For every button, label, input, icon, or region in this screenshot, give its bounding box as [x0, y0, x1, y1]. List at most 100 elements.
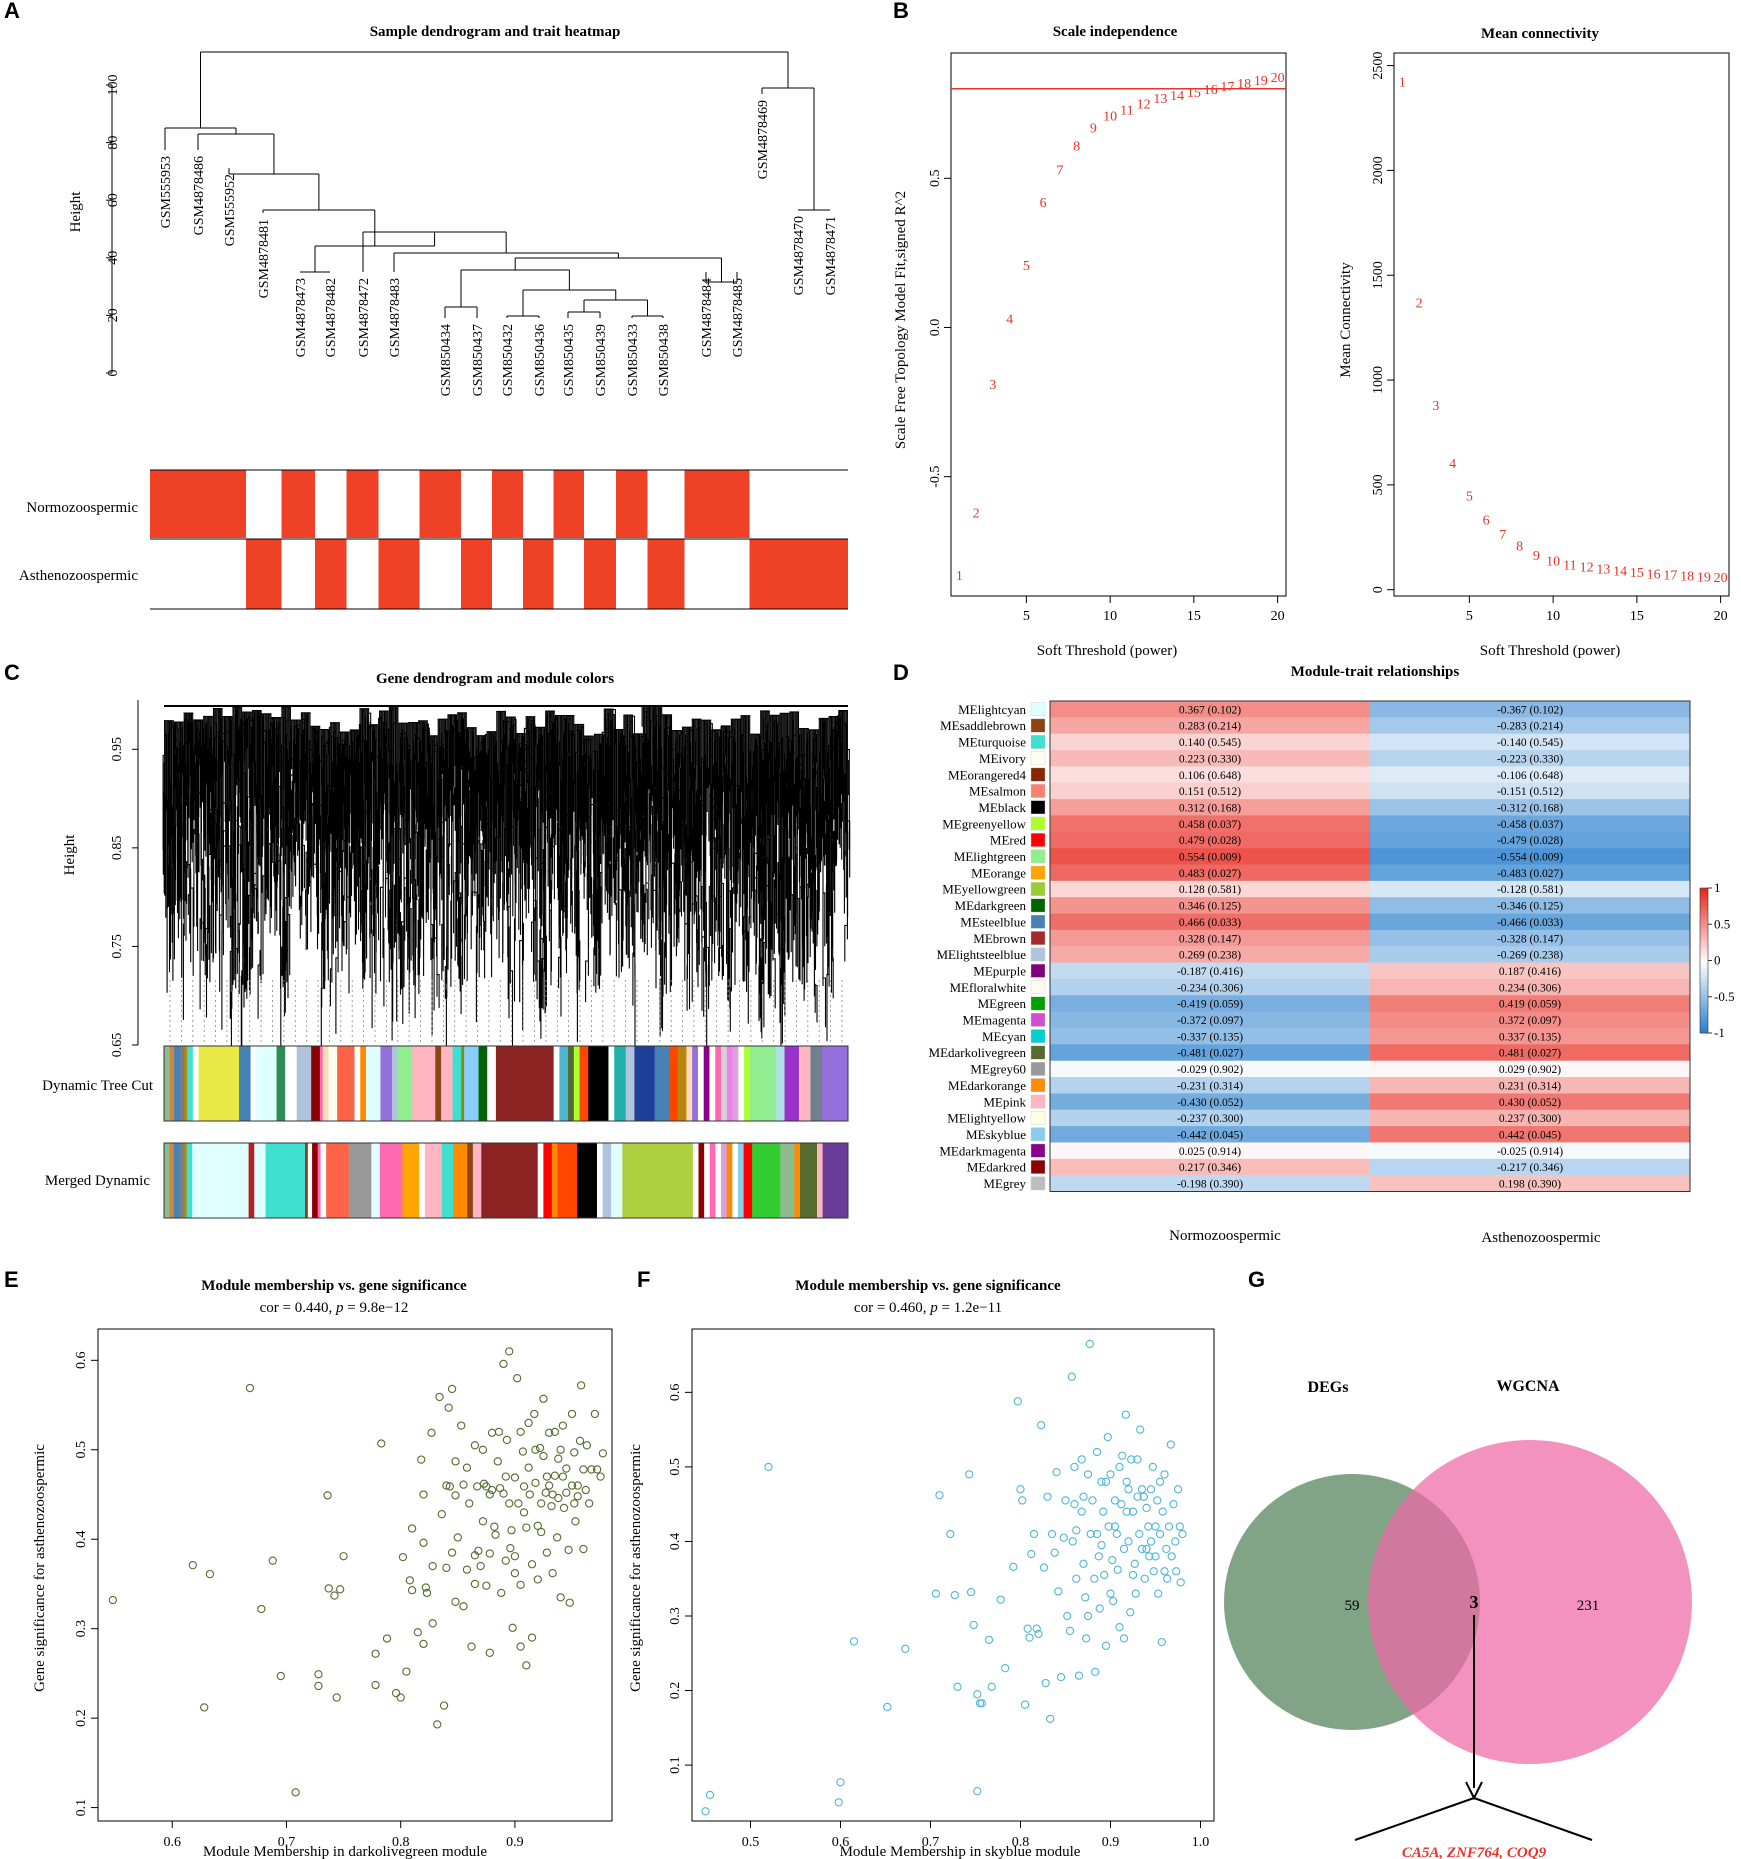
- scatter-ytick-label: 0.5: [668, 1458, 683, 1476]
- scatter-point: [485, 1549, 494, 1558]
- module-swatch-MEsaddlebrown: [1030, 718, 1046, 733]
- scatter-xtick-label: 0.6: [163, 1835, 181, 1850]
- module-color-segment: [721, 1046, 728, 1121]
- sample-label-GSM555952: GSM555952: [223, 174, 238, 246]
- scatter-point: [470, 1579, 480, 1589]
- venn-label-wgcna: WGCNA: [1496, 1378, 1560, 1395]
- heatmap-cell-MEred-1: [1370, 831, 1690, 849]
- heatmap-cell-normozoospermic: [419, 470, 461, 538]
- scatter-point: [530, 1409, 539, 1419]
- power-point-19: 19: [1254, 74, 1268, 89]
- heatmap-value-MEdarkorange-0: -0.231 (0.314): [1177, 1080, 1243, 1092]
- scatter-point: [1029, 1529, 1039, 1539]
- scatter-point: [946, 1529, 955, 1539]
- module-color-segment: [543, 1143, 553, 1218]
- heatmap-cell-MEpink-0: [1050, 1093, 1370, 1111]
- scatter-point: [1122, 1507, 1131, 1516]
- legend-gradient-step: [1700, 971, 1708, 976]
- module-color-segment: [715, 1143, 722, 1218]
- module-swatch-MEgrey: [1030, 1176, 1046, 1191]
- scatter-point: [205, 1569, 215, 1579]
- heatmap-value-MElightyellow-1: 0.237 (0.300): [1499, 1113, 1561, 1125]
- panel-e: E Module membership vs. gene significanc…: [4, 1267, 613, 1859]
- scatter-ytick-label: 0.6: [668, 1384, 683, 1402]
- module-color-segment: [622, 1143, 694, 1218]
- scatter-point: [935, 1491, 944, 1500]
- heatmap-cell-MEsaddlebrown-1: [1370, 717, 1690, 734]
- heatmap-cell-normozoospermic: [684, 470, 722, 538]
- panel-e-p-symbol: p: [335, 1300, 344, 1316]
- module-trait-heatmap: MElightcyan 0.367 (0.102) -0.367 (0.102) ME…: [929, 700, 1691, 1192]
- scatter-point: [493, 1457, 502, 1466]
- heatmap-cell-normozoospermic: [346, 470, 379, 538]
- heatmap-cell-MEskyblue-0: [1050, 1126, 1370, 1143]
- module-name-MEdarkmagenta: MEdarkmagenta: [939, 1143, 1026, 1158]
- module-swatch-MEgreenyellow: [1030, 816, 1046, 831]
- scatter-point: [567, 1409, 577, 1419]
- module-color-segment: [461, 1046, 465, 1121]
- scatter-point: [1097, 1477, 1106, 1486]
- heatmap-cell-MEdarkred-0: [1050, 1158, 1370, 1176]
- sample-label-GSM850432: GSM850432: [501, 324, 516, 396]
- sample-label-GSM850435: GSM850435: [562, 324, 577, 396]
- heatmap-cell-asthenozoospermic: [213, 539, 246, 609]
- module-color-segment: [634, 1046, 656, 1121]
- scatter-point: [487, 1485, 497, 1495]
- b-ytick-label: 0.0: [928, 319, 943, 337]
- scatter-point: [1037, 1421, 1046, 1430]
- heatmap-value-MEmagenta-0: -0.372 (0.097): [1177, 1015, 1243, 1027]
- scatter-point: [1151, 1522, 1160, 1531]
- scatter-point: [407, 1524, 417, 1533]
- module-color-segment: [588, 1046, 609, 1121]
- scatter-point: [1032, 1624, 1041, 1633]
- module-color-segment: [559, 1046, 569, 1121]
- panel-f-ylabel: Gene significance for asthenozoospermic: [628, 1444, 644, 1692]
- module-color-segment: [164, 1143, 171, 1218]
- scatter-point: [1175, 1522, 1184, 1531]
- module-color-segment: [784, 1046, 800, 1121]
- module-color-segment: [625, 1046, 635, 1121]
- scatter-point: [596, 1472, 605, 1481]
- scatter-point: [1013, 1397, 1022, 1406]
- overlap-branch-left: [1354, 1797, 1475, 1841]
- scatter-point: [1106, 1589, 1115, 1598]
- module-swatch-MEsteelblue: [1030, 914, 1046, 929]
- scatter-point: [1178, 1529, 1187, 1539]
- scatter-point: [582, 1441, 592, 1450]
- heatmap-cell-asthenozoospermic: [461, 539, 492, 609]
- panel-d-label: D: [893, 660, 909, 685]
- scatter-point: [470, 1441, 480, 1450]
- scatter-point: [849, 1637, 859, 1646]
- module-name-MEblack: MEblack: [978, 800, 1026, 815]
- scatter-point: [883, 1702, 892, 1712]
- a-ytick-label: 100: [106, 75, 121, 96]
- heatmap-cell-MEgreenyellow-0: [1050, 815, 1370, 833]
- scatter-point: [973, 1690, 982, 1699]
- heatmap-cell-MElightgreen-0: [1050, 848, 1370, 865]
- trait-heatmap: [150, 469, 848, 610]
- panel-e-cor-prefix: cor = 0.440,: [260, 1300, 336, 1316]
- panel-f: F Module membership vs. gene significanc…: [628, 1267, 1215, 1859]
- scatter-point: [421, 1583, 430, 1592]
- overlap-branch-right: [1473, 1797, 1593, 1841]
- scatter-point: [391, 1688, 401, 1698]
- scatter-point: [516, 1642, 525, 1651]
- sample-label-GSM4878469: GSM4878469: [756, 100, 771, 179]
- module-color-segment: [709, 1046, 716, 1121]
- scatter-point: [476, 1561, 485, 1571]
- module-color-segment: [579, 1046, 589, 1121]
- module-color-segment: [752, 1143, 781, 1218]
- scatter-point: [533, 1575, 542, 1584]
- scatter-point: [598, 1449, 608, 1458]
- sample-dendrogram: [164, 51, 830, 318]
- c-ytick-label: 0.85: [110, 836, 125, 861]
- scatter-point: [579, 1465, 588, 1474]
- venn-count-degs-only: 59: [1345, 1598, 1360, 1614]
- scatter-point: [541, 1488, 550, 1497]
- sample-label-GSM4878486: GSM4878486: [192, 156, 207, 235]
- heatmap-cell-MEbrown-1: [1370, 929, 1690, 947]
- sample-label-GSM850438: GSM850438: [657, 324, 672, 396]
- scatter-point: [405, 1576, 414, 1585]
- scatter-point: [705, 1790, 715, 1800]
- module-color-segment: [692, 1046, 699, 1121]
